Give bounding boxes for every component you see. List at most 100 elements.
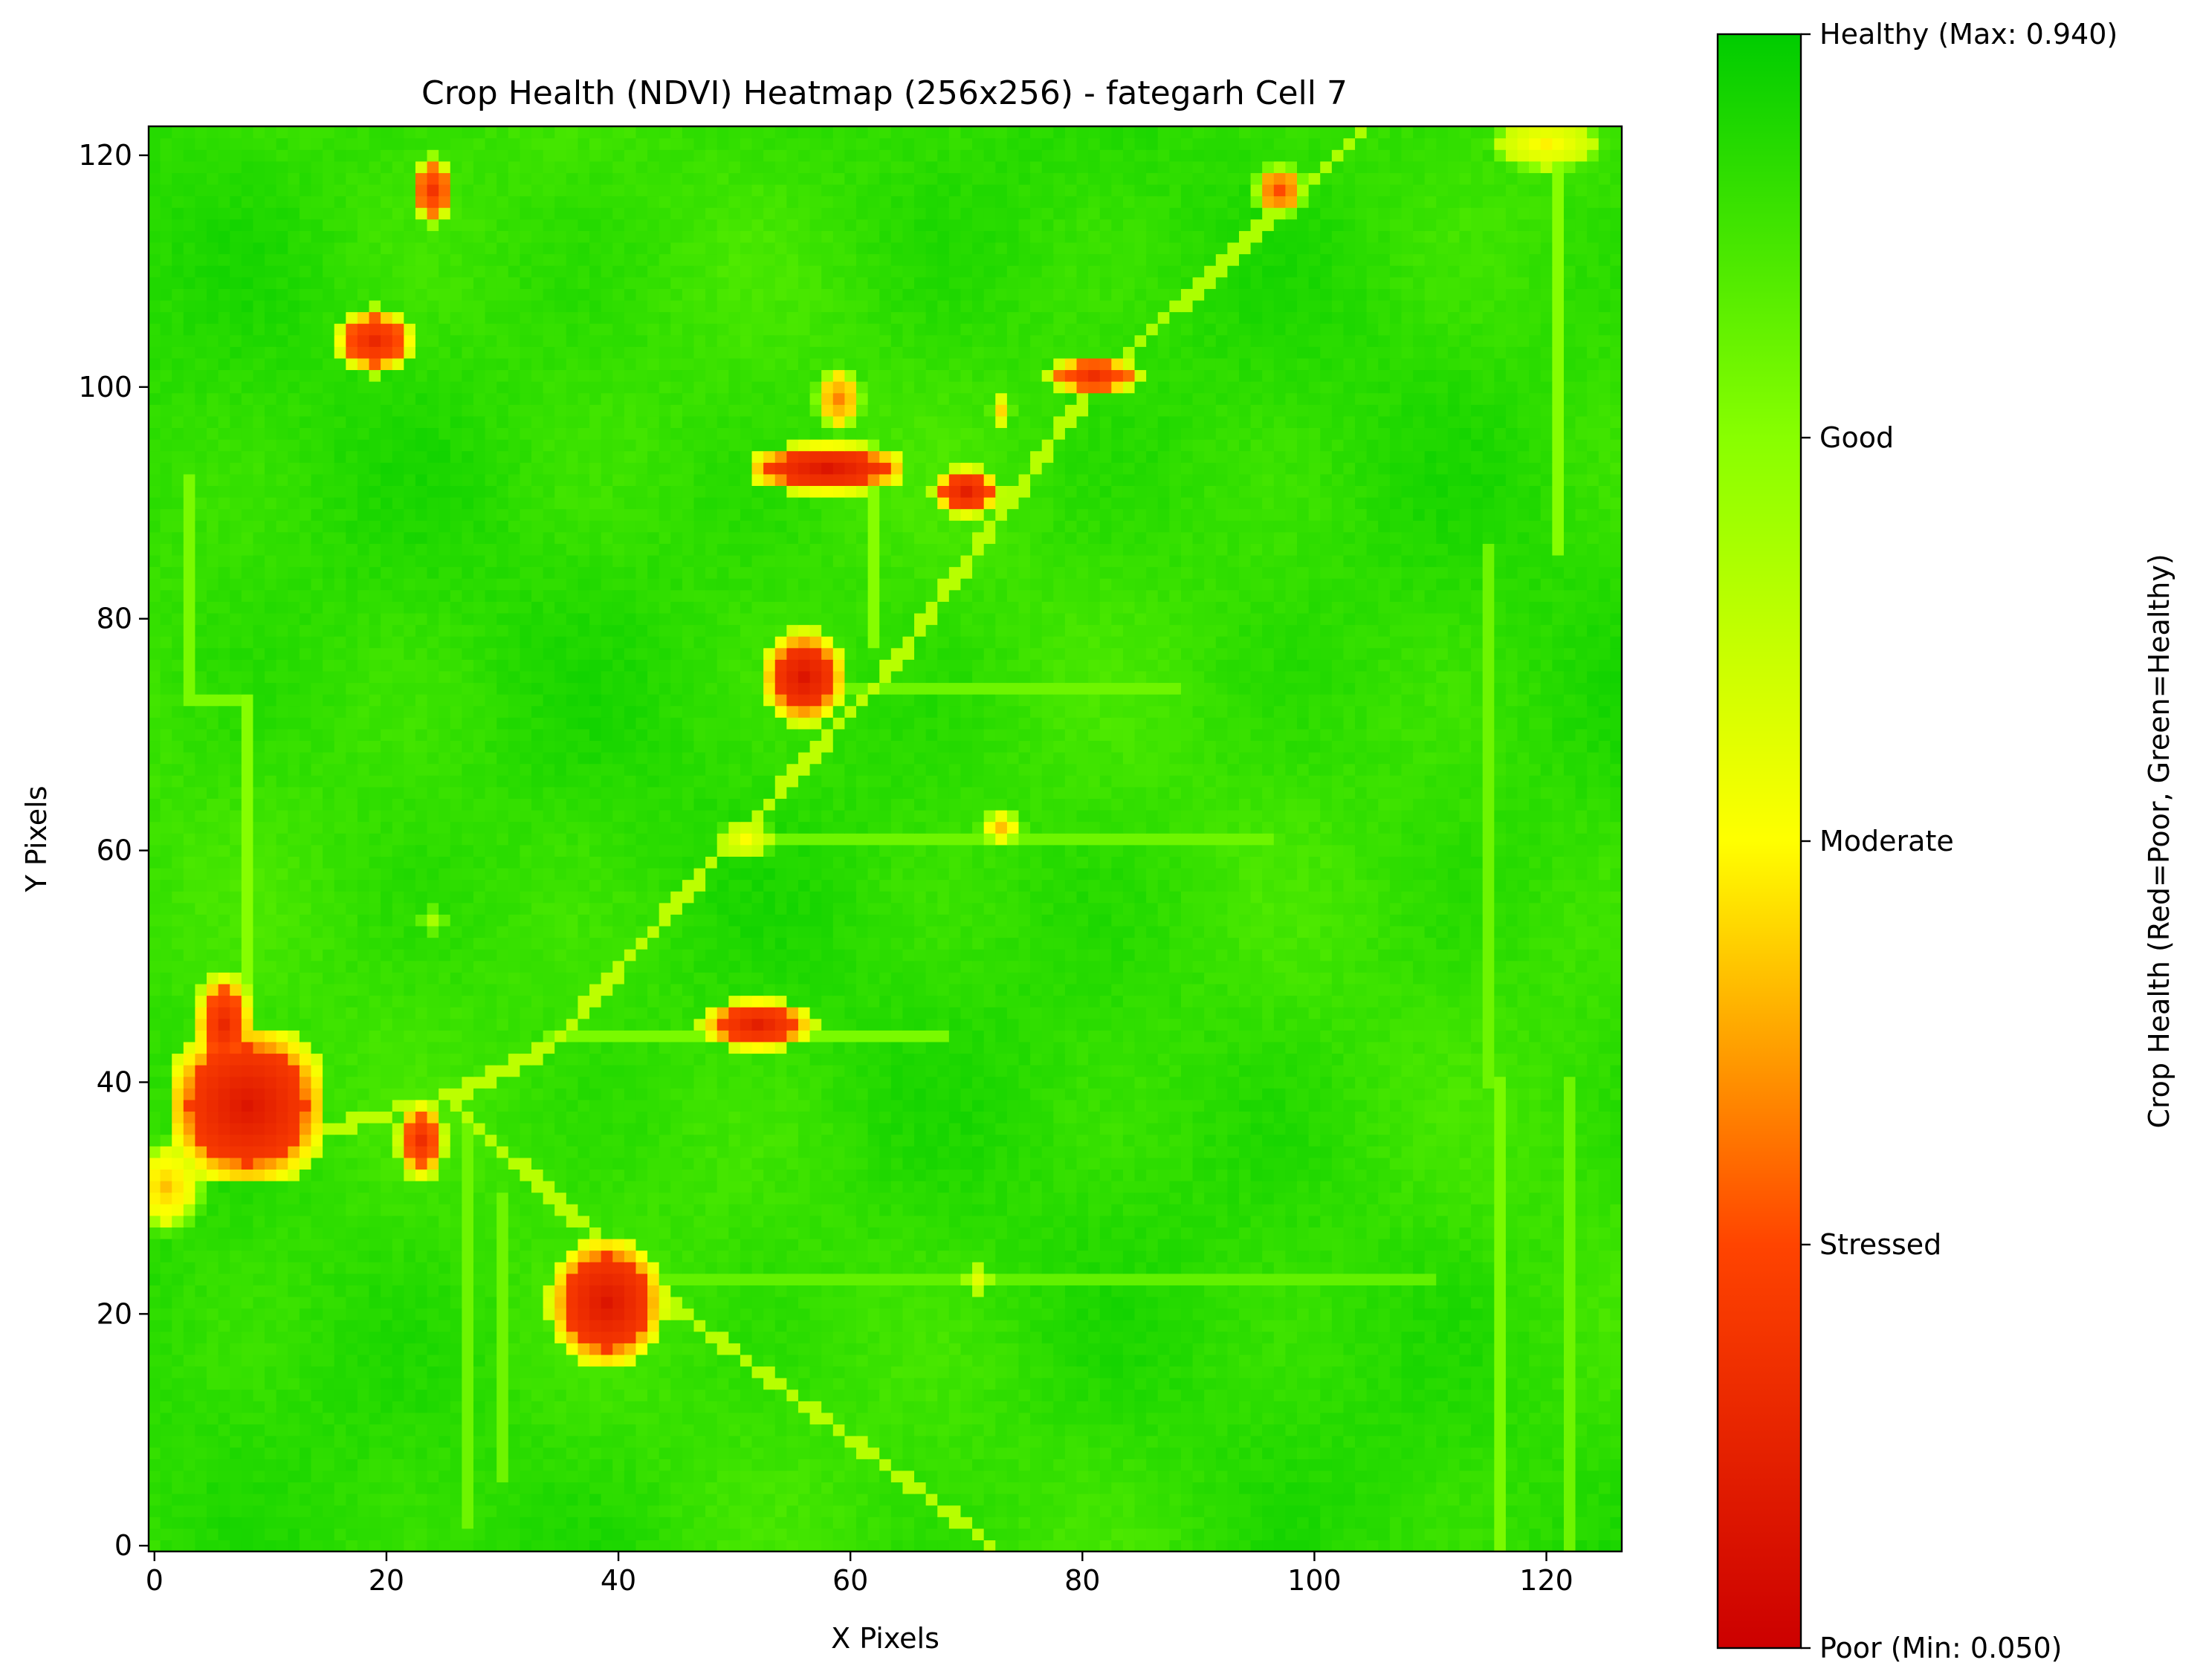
heatmap-cell	[902, 1447, 915, 1459]
heatmap-cell	[589, 1470, 602, 1483]
heatmap-cell	[972, 1412, 985, 1425]
heatmap-cell	[323, 1343, 335, 1355]
heatmap-cell	[601, 1505, 613, 1517]
heatmap-cell	[485, 1262, 497, 1274]
heatmap-cell	[821, 1134, 834, 1147]
heatmap-cell	[867, 1099, 880, 1112]
heatmap-cell	[1378, 1343, 1391, 1355]
heatmap-cell	[207, 1227, 219, 1239]
heatmap-cell	[1134, 1181, 1147, 1193]
heatmap-cell	[172, 1540, 184, 1552]
heatmap-cell	[520, 1123, 532, 1135]
heatmap-cell	[1238, 1320, 1252, 1332]
heatmap-cell	[288, 1192, 300, 1204]
heatmap-cell	[195, 1540, 207, 1552]
heatmap-cell	[1447, 1250, 1460, 1262]
heatmap-cell	[809, 1331, 822, 1343]
heatmap-cell	[1378, 1389, 1391, 1401]
heatmap-cell	[728, 1146, 741, 1158]
heatmap-cell	[299, 1505, 312, 1517]
heatmap-cell	[867, 1343, 880, 1355]
heatmap-cell	[1006, 1238, 1020, 1251]
heatmap-cell	[183, 1320, 196, 1332]
heatmap-cell	[218, 1517, 230, 1529]
heatmap-cell	[705, 1482, 718, 1494]
heatmap-cell	[439, 1343, 451, 1355]
heatmap-cell	[531, 1331, 544, 1343]
heatmap-cell	[995, 1401, 1008, 1413]
heatmap-cell	[1378, 1540, 1391, 1552]
heatmap-cell	[948, 1470, 962, 1483]
heatmap-cell	[369, 1238, 381, 1251]
heatmap-cell	[427, 1528, 439, 1540]
heatmap-cell	[1459, 1412, 1472, 1425]
heatmap-cell	[1331, 1482, 1345, 1494]
heatmap-cell	[543, 1389, 555, 1401]
heatmap-cell	[1471, 1250, 1484, 1262]
heatmap-cell	[1204, 1447, 1217, 1459]
heatmap-cell	[693, 1227, 706, 1239]
heatmap-cell	[612, 1273, 625, 1285]
heatmap-cell	[798, 1146, 811, 1158]
heatmap-cell	[1331, 1192, 1345, 1204]
heatmap-cell	[473, 1204, 486, 1216]
heatmap-cell	[276, 1320, 288, 1332]
heatmap-cell	[937, 1227, 950, 1239]
heatmap-cell	[1180, 1517, 1194, 1529]
heatmap-cell	[809, 1482, 822, 1494]
heatmap-cell	[183, 1343, 196, 1355]
heatmap-cell	[485, 1389, 497, 1401]
heatmap-cell	[624, 1238, 637, 1251]
heatmap-cell	[1436, 1389, 1449, 1401]
heatmap-cell	[682, 1366, 695, 1378]
heatmap-cell	[763, 1354, 776, 1367]
heatmap-cell	[1076, 1343, 1089, 1355]
heatmap-cell	[1355, 1134, 1368, 1147]
heatmap-cell	[346, 1493, 358, 1506]
heatmap-cell	[1180, 1099, 1194, 1112]
heatmap-cell	[693, 1470, 706, 1483]
heatmap-cell	[1389, 1157, 1403, 1170]
heatmap-cell	[972, 1227, 985, 1239]
heatmap-cell	[1355, 1285, 1368, 1297]
heatmap-cell	[1587, 1517, 1599, 1529]
heatmap-cell	[1180, 1401, 1194, 1413]
heatmap-cell	[925, 1123, 938, 1135]
heatmap-cell	[612, 1343, 625, 1355]
heatmap-cell	[1227, 1181, 1240, 1193]
heatmap-cell	[890, 1540, 904, 1552]
heatmap-cell	[1030, 1308, 1043, 1320]
heatmap-cell	[589, 1343, 602, 1355]
heatmap-cell	[751, 1401, 764, 1413]
heatmap-cell	[1099, 1505, 1112, 1517]
heatmap-cell	[543, 1215, 555, 1227]
heatmap-cell	[601, 1296, 613, 1309]
heatmap-cell	[415, 1296, 428, 1309]
heatmap-cell	[195, 1424, 207, 1436]
heatmap-cell	[172, 1517, 184, 1529]
heatmap-cell	[705, 1331, 718, 1343]
heatmap-cell	[612, 1505, 625, 1517]
heatmap-cell	[601, 1528, 613, 1540]
heatmap-cell	[554, 1436, 567, 1448]
heatmap-cell	[774, 1181, 787, 1193]
heatmap-cell	[485, 1157, 497, 1170]
heatmap-cell	[983, 1192, 996, 1204]
heatmap-cell	[972, 1285, 985, 1297]
heatmap-cell	[543, 1505, 555, 1517]
heatmap-cell	[1099, 1146, 1112, 1158]
heatmap-cell	[230, 1227, 242, 1239]
heatmap-cell	[578, 1146, 590, 1158]
heatmap-cell	[855, 1493, 869, 1506]
heatmap-cell	[520, 1296, 532, 1309]
heatmap-cell	[427, 1343, 439, 1355]
heatmap-cell	[149, 1505, 161, 1517]
heatmap-cell	[1540, 1540, 1553, 1552]
heatmap-cell	[1227, 1192, 1240, 1204]
heatmap-cell	[1505, 1204, 1518, 1216]
heatmap-cell	[392, 1262, 404, 1274]
heatmap-cell	[1215, 1412, 1228, 1425]
heatmap-cell	[520, 1134, 532, 1147]
heatmap-cell	[195, 1088, 207, 1100]
heatmap-cell	[1587, 1227, 1599, 1239]
